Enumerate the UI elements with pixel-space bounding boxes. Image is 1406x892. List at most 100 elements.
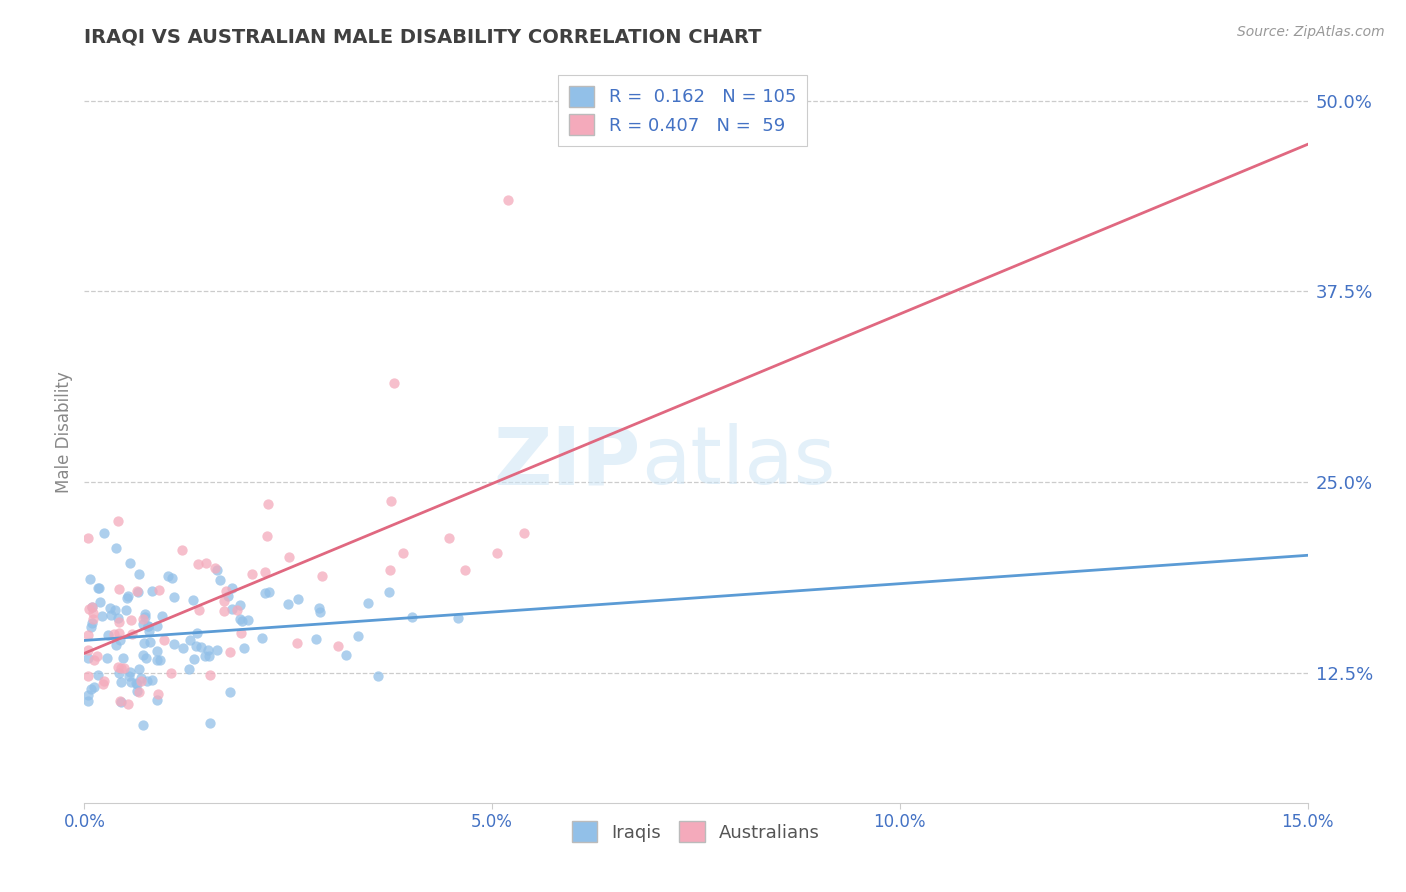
Point: [111, 651, 134, 665]
Text: IRAQI VS AUSTRALIAN MALE DISABILITY CORRELATION CHART: IRAQI VS AUSTRALIAN MALE DISABILITY CORR…: [84, 28, 762, 47]
Point: [117, 697, 139, 711]
Point: [82, 606, 104, 620]
Point: [132, 648, 155, 662]
Point: [170, 543, 193, 558]
Point: [125, 584, 148, 599]
Point: [212, 604, 235, 618]
Point: [194, 649, 217, 664]
Point: [96, 651, 118, 665]
Point: [160, 571, 183, 585]
Point: [125, 676, 148, 690]
Point: [378, 563, 401, 577]
Point: [118, 556, 141, 570]
Point: [156, 568, 179, 582]
Point: [120, 613, 142, 627]
Point: [382, 376, 405, 390]
Point: [136, 619, 159, 633]
Point: [77, 694, 100, 708]
Point: [221, 602, 243, 616]
Point: [134, 610, 156, 624]
Point: [447, 611, 470, 625]
Point: [120, 675, 142, 690]
Point: [91, 676, 114, 690]
Point: [148, 583, 170, 598]
Point: [163, 591, 186, 605]
Point: [145, 653, 167, 667]
Point: [257, 585, 280, 599]
Point: [232, 641, 254, 656]
Point: [91, 609, 114, 624]
Point: [100, 608, 122, 623]
Point: [117, 589, 139, 603]
Point: [454, 563, 477, 577]
Point: [153, 632, 176, 647]
Point: [221, 581, 243, 595]
Point: [89, 595, 111, 609]
Point: [115, 591, 138, 605]
Point: [229, 626, 252, 640]
Point: [128, 567, 150, 582]
Text: ZIP: ZIP: [494, 423, 641, 501]
Point: [257, 497, 280, 511]
Point: [131, 717, 153, 731]
Point: [277, 597, 299, 611]
Point: [380, 494, 402, 508]
Point: [82, 600, 104, 615]
Point: [139, 634, 162, 648]
Point: [80, 599, 103, 614]
Point: [134, 636, 156, 650]
Point: [118, 669, 141, 683]
Point: [107, 515, 129, 529]
Point: [86, 649, 108, 664]
Point: [87, 581, 110, 595]
Point: [80, 616, 103, 631]
Point: [110, 632, 132, 647]
Point: [77, 531, 100, 545]
Point: [486, 546, 509, 560]
Point: [146, 619, 169, 633]
Point: [136, 619, 159, 633]
Point: [253, 586, 276, 600]
Point: [103, 627, 125, 641]
Point: [209, 573, 232, 587]
Point: [125, 676, 148, 690]
Point: [135, 673, 157, 688]
Point: [225, 603, 247, 617]
Point: [114, 603, 136, 617]
Point: [378, 585, 401, 599]
Point: [79, 572, 101, 586]
Text: atlas: atlas: [641, 423, 835, 501]
Point: [77, 643, 100, 657]
Point: [205, 563, 228, 577]
Point: [104, 603, 127, 617]
Point: [108, 615, 131, 630]
Point: [98, 600, 121, 615]
Point: [198, 667, 221, 681]
Point: [107, 660, 129, 674]
Y-axis label: Male Disability: Male Disability: [55, 372, 73, 493]
Point: [128, 662, 150, 676]
Point: [215, 584, 238, 599]
Point: [97, 628, 120, 642]
Point: [194, 557, 217, 571]
Point: [188, 603, 211, 617]
Point: [357, 596, 380, 610]
Point: [229, 598, 252, 612]
Point: [131, 674, 153, 689]
Point: [205, 643, 228, 657]
Point: [107, 611, 129, 625]
Point: [138, 624, 160, 639]
Point: [305, 632, 328, 647]
Point: [335, 648, 357, 663]
Point: [184, 639, 207, 653]
Point: [187, 558, 209, 572]
Point: [108, 626, 131, 640]
Point: [112, 661, 135, 675]
Point: [129, 671, 152, 685]
Point: [118, 665, 141, 680]
Point: [108, 665, 131, 680]
Point: [148, 687, 170, 701]
Point: [181, 593, 204, 607]
Point: [437, 531, 460, 545]
Point: [87, 581, 110, 595]
